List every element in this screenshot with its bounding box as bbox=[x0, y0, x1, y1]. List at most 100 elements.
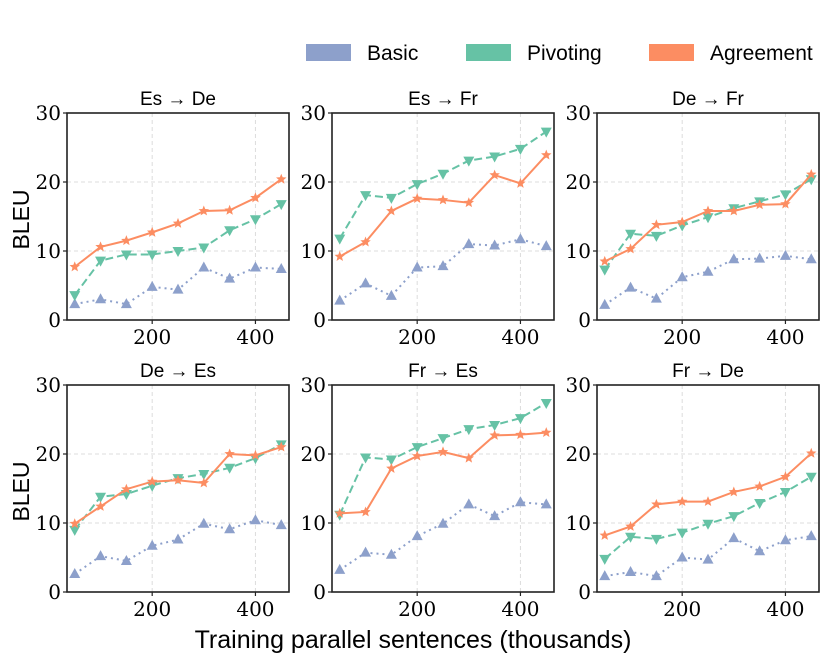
data-point-pivoting bbox=[275, 200, 287, 211]
data-point-agreement bbox=[463, 452, 475, 463]
series-line-basic bbox=[74, 519, 282, 575]
data-point-agreement bbox=[754, 199, 765, 210]
data-point-pivoting bbox=[385, 455, 397, 466]
data-point-agreement bbox=[360, 236, 371, 247]
data-point-pivoting bbox=[489, 421, 501, 432]
data-point-basic bbox=[198, 261, 210, 272]
data-point-pivoting bbox=[437, 169, 449, 180]
data-point-pivoting bbox=[411, 443, 423, 454]
data-point-pivoting bbox=[650, 534, 662, 545]
y-tick-label: 10 bbox=[301, 511, 326, 535]
y-tick-label: 0 bbox=[48, 308, 61, 332]
data-point-pivoting bbox=[411, 180, 423, 191]
x-axis-label: Training parallel sentences (thousands) bbox=[195, 626, 632, 654]
data-point-agreement bbox=[172, 474, 184, 485]
data-point-pivoting bbox=[702, 519, 714, 530]
data-point-basic bbox=[198, 517, 210, 528]
y-tick-label: 20 bbox=[566, 170, 591, 194]
data-point-pivoting bbox=[360, 191, 372, 202]
data-point-basic bbox=[146, 280, 158, 291]
data-point-agreement bbox=[95, 500, 106, 511]
data-point-basic bbox=[599, 298, 611, 309]
data-point-basic bbox=[463, 498, 475, 509]
data-point-agreement bbox=[489, 169, 500, 180]
data-point-agreement bbox=[515, 429, 526, 440]
series-line-pivoting bbox=[603, 178, 812, 271]
data-point-agreement bbox=[625, 243, 636, 254]
data-point-basic bbox=[489, 510, 501, 521]
data-point-basic bbox=[224, 523, 236, 534]
data-point-basic bbox=[514, 233, 526, 244]
data-point-pivoting bbox=[805, 472, 817, 483]
data-point-agreement bbox=[437, 446, 449, 457]
data-point-agreement bbox=[728, 205, 740, 216]
data-point-pivoting bbox=[249, 215, 261, 226]
data-point-pivoting bbox=[779, 487, 791, 498]
y-axis-label: BLEU bbox=[8, 189, 34, 249]
data-point-agreement bbox=[334, 251, 345, 261]
data-point-basic bbox=[625, 281, 637, 292]
data-point-basic bbox=[95, 293, 107, 304]
data-point-basic bbox=[275, 519, 287, 530]
data-point-pivoting bbox=[702, 213, 714, 224]
data-point-basic bbox=[249, 514, 261, 525]
data-point-basic bbox=[728, 532, 740, 543]
data-point-agreement bbox=[386, 205, 397, 216]
data-point-pivoting bbox=[146, 250, 158, 261]
data-point-agreement bbox=[515, 177, 526, 188]
panel-title: De → Es bbox=[140, 361, 216, 382]
series-line-pivoting bbox=[73, 443, 282, 531]
data-point-basic bbox=[385, 548, 397, 559]
data-point-pivoting bbox=[224, 226, 236, 237]
x-tick-label: 400 bbox=[766, 597, 804, 621]
chart-panel: Fr → Es 0 10 20 30 200 400 bbox=[301, 361, 555, 621]
data-point-agreement bbox=[437, 194, 449, 205]
x-tick-label: 200 bbox=[663, 325, 701, 349]
data-point-agreement bbox=[121, 235, 132, 246]
data-point-pivoting bbox=[625, 229, 637, 240]
legend-label-agreement: Agreement bbox=[710, 42, 813, 65]
data-point-basic bbox=[463, 238, 475, 249]
data-point-agreement bbox=[146, 226, 158, 237]
y-tick-label: 10 bbox=[566, 511, 591, 535]
panel-title: Es → De bbox=[140, 89, 216, 110]
data-point-agreement bbox=[69, 261, 80, 272]
y-tick-label: 10 bbox=[36, 511, 61, 535]
data-point-agreement bbox=[489, 429, 500, 440]
series-line-basic bbox=[339, 501, 547, 571]
data-point-agreement bbox=[541, 427, 552, 438]
series-line-pivoting bbox=[604, 475, 812, 560]
y-tick-label: 30 bbox=[36, 373, 61, 397]
y-tick-label: 30 bbox=[36, 101, 61, 125]
data-point-pivoting bbox=[437, 434, 449, 445]
y-tick-label: 20 bbox=[36, 170, 61, 194]
axes-frame bbox=[66, 112, 290, 321]
panel-title: Fr → De bbox=[672, 361, 744, 382]
y-tick-label: 20 bbox=[301, 442, 326, 466]
data-point-pivoting bbox=[463, 156, 475, 167]
data-point-pivoting bbox=[540, 398, 552, 409]
data-point-basic bbox=[540, 498, 552, 509]
x-tick-label: 400 bbox=[501, 597, 539, 621]
data-point-agreement bbox=[625, 520, 636, 531]
data-point-basic bbox=[702, 265, 714, 276]
y-tick-label: 20 bbox=[566, 442, 591, 466]
series-line-agreement bbox=[74, 446, 282, 525]
data-point-basic bbox=[172, 283, 184, 294]
data-point-basic bbox=[385, 289, 397, 300]
legend-swatch-basic bbox=[306, 44, 351, 61]
data-point-basic bbox=[676, 551, 688, 562]
data-point-basic bbox=[805, 530, 817, 541]
axes-frame bbox=[331, 112, 555, 321]
data-point-basic bbox=[360, 277, 372, 288]
axes-frame bbox=[331, 384, 555, 593]
data-point-basic bbox=[172, 533, 184, 544]
data-point-agreement bbox=[224, 204, 235, 215]
axes-frame bbox=[66, 384, 290, 593]
data-point-agreement bbox=[806, 447, 817, 458]
data-point-basic bbox=[146, 539, 158, 550]
data-point-pivoting bbox=[599, 265, 611, 276]
data-point-agreement bbox=[198, 477, 210, 488]
